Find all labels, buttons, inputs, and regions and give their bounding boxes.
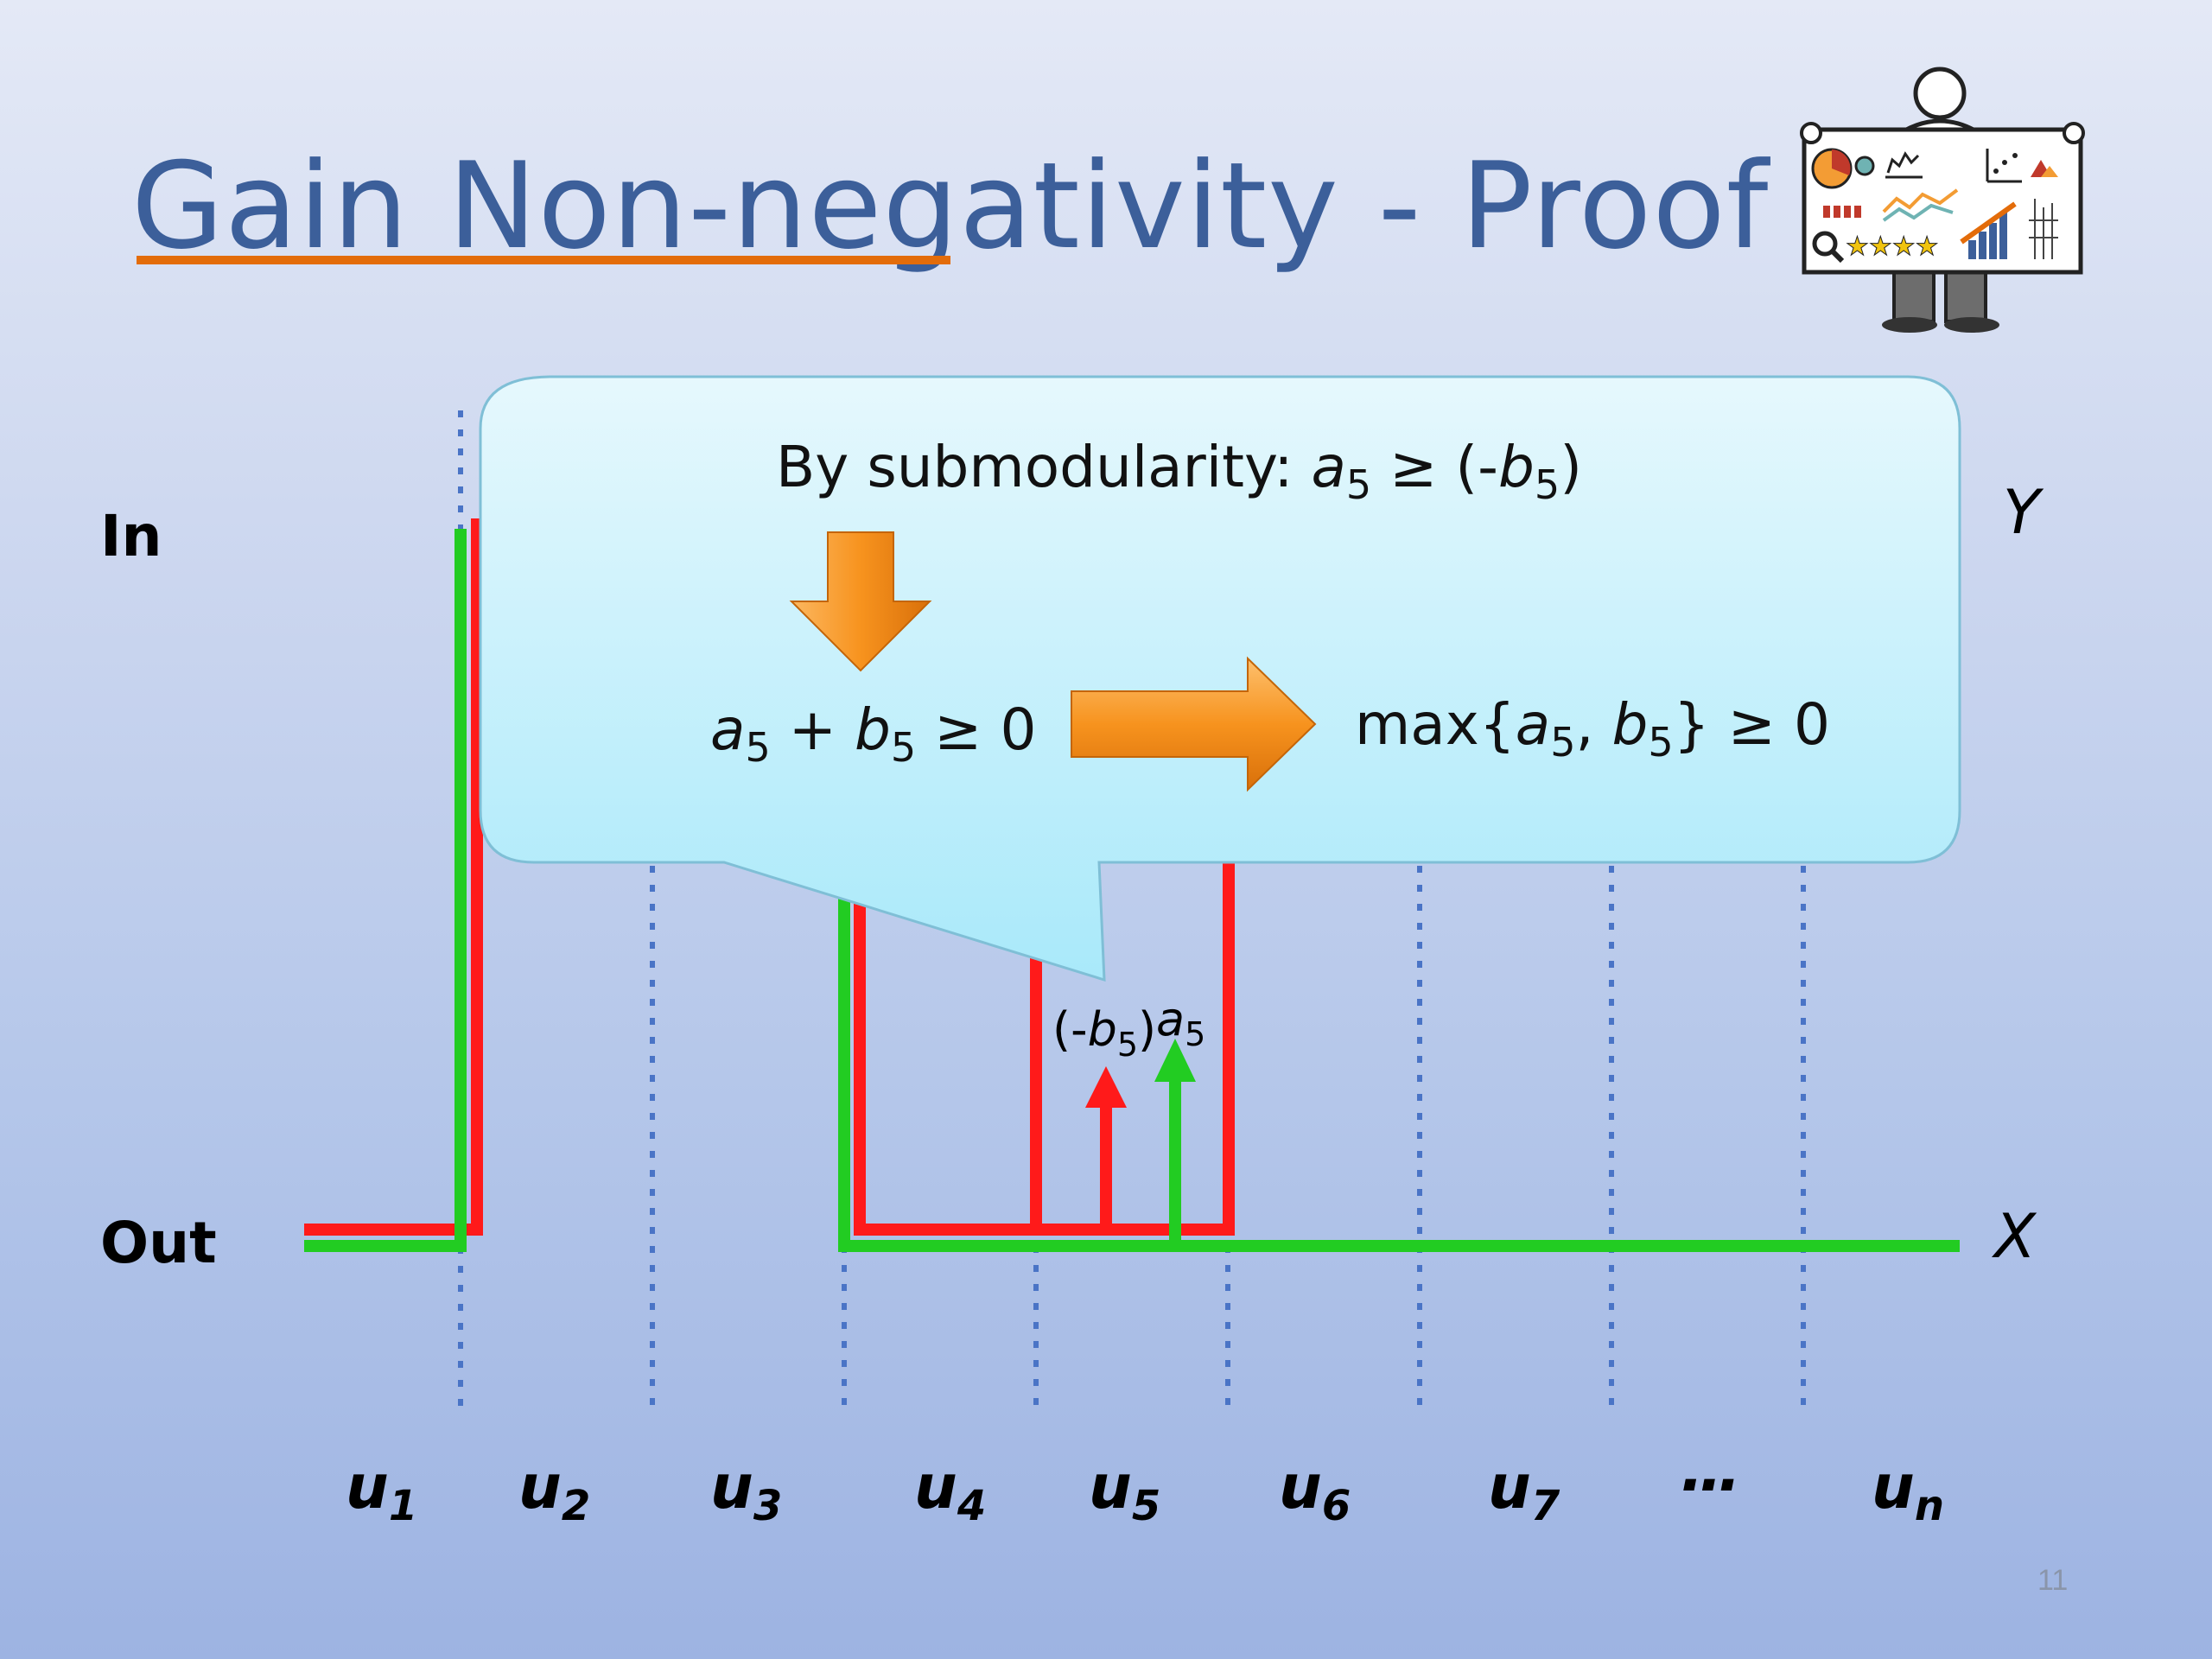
svg-text:★★★★: ★★★★	[1846, 232, 1939, 262]
element-label-u4: u4	[914, 1452, 987, 1530]
callout-line-submodularity: By submodularity: a5 ≥ (-b5)	[776, 434, 1582, 508]
callout-line-sum: a5 + b5 ≥ 0	[710, 696, 1037, 771]
slide-title: Gain Non-negativity - Proof	[131, 137, 1770, 276]
down-arrow-icon	[789, 531, 932, 672]
green-series-line	[838, 864, 1960, 1252]
green-gain-arrow	[1154, 1039, 1196, 1246]
out-label: Out	[100, 1210, 217, 1276]
red-series-line	[854, 847, 1235, 1236]
presenter-clipart-icon: ★★★★	[1800, 67, 2085, 333]
element-label-ellipsis: …	[1681, 1434, 1741, 1505]
red-gain-label: (-b5)	[1052, 1002, 1157, 1064]
callout-line-max: max{a5, b5} ≥ 0	[1355, 691, 1830, 766]
element-label-u3: u3	[710, 1452, 783, 1530]
right-arrow-icon	[1071, 656, 1317, 792]
green-series-line	[304, 529, 467, 1252]
element-label-u7: u7	[1488, 1452, 1560, 1530]
element-label-u5: u5	[1089, 1452, 1161, 1530]
element-label-un: un	[1872, 1452, 1945, 1530]
element-label-u1: u1	[346, 1452, 418, 1530]
green-gain-label: a5	[1156, 992, 1206, 1053]
x-set-label: X	[1994, 1201, 2036, 1272]
element-label-u2: u2	[518, 1452, 591, 1530]
y-set-label: Y	[2003, 477, 2040, 548]
in-label: In	[100, 503, 162, 569]
page-number: 11	[2037, 1564, 2069, 1597]
red-series-line	[304, 518, 483, 1236]
red-gain-arrow	[1085, 1066, 1127, 1230]
element-label-u6: u6	[1279, 1452, 1351, 1530]
title-underline	[137, 256, 950, 264]
